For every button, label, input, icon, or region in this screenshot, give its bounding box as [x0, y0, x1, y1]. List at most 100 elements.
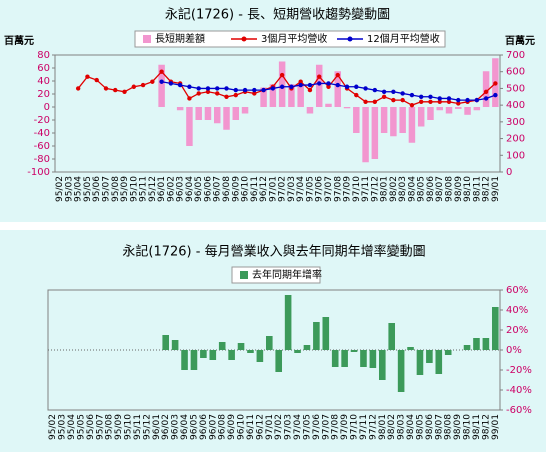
point [372, 99, 378, 105]
point [483, 89, 489, 94]
x-tick-label: 95/02 [55, 176, 65, 202]
bar [360, 350, 367, 367]
x-tick-label: 98/04 [407, 176, 417, 202]
bar [162, 335, 170, 350]
bar [390, 107, 397, 137]
bar [341, 350, 348, 367]
x-tick-label: 95/08 [111, 176, 121, 202]
x-tick-label: 96/11 [250, 176, 260, 202]
bar [482, 338, 490, 350]
bar [265, 336, 273, 350]
tick-label: 20% [506, 325, 528, 336]
tick-label: 700 [506, 50, 525, 61]
x-tick-label: 98/12 [481, 414, 491, 440]
legend-label: 3個月平均營收 [261, 32, 327, 45]
point [363, 99, 368, 105]
bar [353, 107, 360, 133]
point [418, 94, 424, 99]
legend-label: 長短期差額 [155, 32, 205, 45]
x-tick-label: 97/12 [370, 176, 380, 202]
point [493, 92, 498, 98]
point [122, 89, 127, 94]
bar [232, 107, 240, 120]
x-tick-label: 99/01 [491, 414, 501, 440]
point [85, 74, 90, 79]
point [354, 92, 359, 98]
x-tick-label: 98/08 [445, 176, 455, 202]
x-tick-label: 98/12 [482, 176, 492, 202]
point [456, 101, 461, 106]
x-tick-label: 97/03 [284, 414, 294, 440]
x-tick-label: 95/06 [92, 176, 102, 202]
x-tick-label: 97/08 [333, 176, 343, 202]
tick-label: 40% [506, 305, 528, 316]
bar [315, 64, 323, 107]
x-tick-label: 95/07 [101, 176, 111, 202]
bar [269, 84, 277, 107]
bar [322, 317, 330, 350]
point [159, 69, 164, 74]
x-tick-label: 96/05 [194, 176, 204, 202]
bar [416, 350, 424, 375]
point [224, 86, 229, 91]
tick-label: 60 [37, 63, 50, 74]
bar [260, 87, 267, 107]
x-tick-label: 97/11 [361, 176, 371, 202]
bar [288, 84, 295, 107]
point [446, 96, 452, 101]
point [317, 81, 322, 86]
point [409, 92, 415, 98]
legend-swatch [143, 35, 151, 43]
x-tick-label: 95/12 [148, 176, 158, 202]
bar [380, 107, 388, 133]
x-tick-label: 97/08 [331, 414, 341, 440]
x-tick-label: 97/04 [293, 414, 303, 440]
x-tick-label: 95/04 [74, 176, 84, 202]
point [474, 97, 480, 103]
point [94, 77, 99, 83]
x-tick-label: 98/09 [454, 176, 464, 202]
point [307, 82, 313, 88]
point [363, 86, 368, 91]
point [400, 97, 405, 103]
tick-label: 0% [506, 345, 522, 356]
x-tick-label: 96/12 [255, 414, 265, 440]
tick-label: -60 [34, 141, 50, 152]
x-tick-label: 98/02 [389, 176, 399, 202]
tick-label: 60% [506, 285, 528, 296]
bar [378, 350, 386, 380]
bar [256, 350, 264, 362]
bar [445, 107, 453, 114]
bar [369, 350, 377, 368]
legend-label: 去年同期年增率 [252, 268, 322, 281]
x-tick-label: 96/10 [237, 414, 247, 440]
bar [186, 107, 193, 146]
tick-label: -40 [34, 128, 50, 139]
point [168, 81, 174, 86]
x-tick-label: 97/04 [296, 176, 306, 202]
x-tick-label: 95/08 [105, 414, 115, 440]
x-tick-label: 97/10 [352, 176, 362, 202]
x-tick-label: 96/03 [171, 414, 181, 440]
x-tick-label: 96/06 [199, 414, 209, 440]
tick-label: 40 [37, 76, 50, 87]
bar [407, 347, 414, 350]
tick-label: 500 [506, 83, 525, 94]
x-tick-label: 97/02 [278, 176, 288, 202]
bar [444, 350, 452, 355]
bar [278, 61, 286, 107]
x-tick-label: 96/07 [208, 414, 218, 440]
x-tick-label: 97/07 [324, 176, 334, 202]
x-tick-label: 97/10 [350, 414, 360, 440]
x-tick-label: 95/02 [48, 414, 58, 440]
point [344, 84, 350, 89]
x-tick-label: 97/11 [359, 414, 369, 440]
bar [158, 64, 165, 107]
x-tick-label: 95/04 [67, 414, 77, 440]
bar [237, 343, 245, 350]
legend [231, 266, 321, 284]
x-tick-label: 97/01 [265, 414, 275, 440]
x-tick-label: 96/07 [213, 176, 223, 202]
tick-label: 300 [506, 117, 525, 128]
